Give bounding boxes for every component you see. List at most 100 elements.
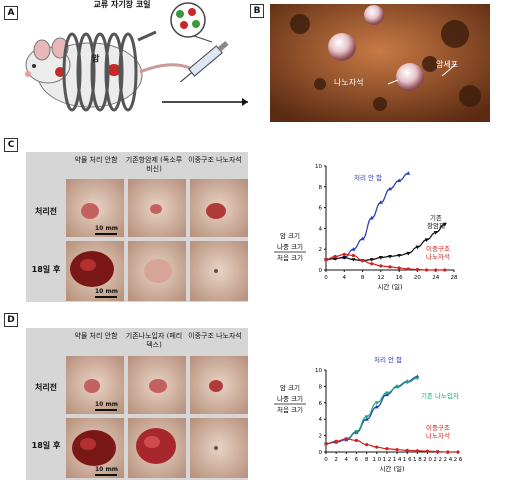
x-tick-label: 2 4 — [443, 457, 452, 463]
syringe-illustration — [170, 2, 229, 82]
data-point — [374, 401, 379, 405]
x-tick-label: 2 2 — [433, 457, 442, 463]
col-header-nanomagnet-d: 이중구조 나노자석 — [188, 332, 242, 340]
nanomagnet-cell-image — [270, 4, 490, 122]
y-axis-numerator: 나중 크기 — [277, 242, 303, 251]
data-point — [351, 253, 356, 258]
x-tick-label: 8 — [365, 457, 369, 463]
legend-conventional-drug-2: 항암제 — [427, 221, 445, 230]
y-tick-label: 6 — [319, 401, 323, 407]
scale-text-c2: 10 mm — [95, 288, 118, 295]
col-header-no-treatment: 약물 처리 안함 — [74, 156, 118, 164]
panel-a-label: A — [4, 6, 18, 20]
legend-nanomagnet-d-2: 나노자석 — [426, 431, 450, 440]
row-header-before-d: 처리전 — [34, 383, 58, 392]
y-axis-denominator: 처음 크기 — [277, 405, 303, 414]
data-point — [351, 247, 356, 251]
x-tick-label: 1 0 — [372, 457, 381, 463]
data-point — [351, 258, 356, 262]
col-header-no-treatment-d: 약물 처리 안함 — [74, 332, 118, 340]
data-point — [354, 430, 359, 434]
data-point — [415, 449, 419, 453]
data-point — [324, 442, 328, 446]
x-tick-label: 8 — [361, 275, 365, 281]
row-header-18days: 18일 후 — [31, 265, 61, 274]
data-point — [378, 256, 383, 260]
data-point — [434, 268, 438, 272]
scale-text-d1: 10 mm — [95, 401, 118, 408]
data-point — [395, 447, 399, 452]
data-point — [360, 236, 365, 241]
y-axis-numerator: 나중 크기 — [277, 394, 303, 403]
x-tick-label: 16 — [396, 275, 403, 281]
data-point — [342, 252, 346, 256]
data-point — [406, 171, 411, 175]
scale-bar-c1 — [95, 233, 117, 235]
x-tick-label: 1 2 — [383, 457, 392, 463]
data-point — [344, 437, 348, 441]
legend-conventional-drug-1: 기존 — [430, 213, 442, 222]
y-tick-label: 4 — [319, 417, 323, 423]
mouse-coil-illustration — [25, 30, 248, 112]
legend-nanomagnet-2: 나노자석 — [426, 252, 450, 261]
data-point — [388, 186, 392, 191]
data-point — [415, 376, 420, 381]
data-point — [456, 450, 460, 454]
col-header-doxorubicin: 기존항암제 (독소루비신) — [125, 156, 183, 173]
data-point — [354, 438, 359, 443]
legend-feridex: 기존 나노입자 — [421, 391, 459, 400]
data-point — [443, 268, 447, 272]
x-tick-label: 0 — [324, 457, 328, 463]
cancer-label: 암 — [92, 54, 100, 63]
data-point — [446, 450, 450, 454]
data-point — [342, 256, 347, 260]
data-point — [365, 443, 369, 447]
data-point — [388, 265, 392, 269]
legend-nanomagnet-d-1: 이중구조 — [426, 423, 450, 432]
col-header-feridex: 기존나노입자 (페리덱스) — [125, 332, 183, 349]
x-tick-label: 4 — [345, 457, 349, 463]
panel-d-label: D — [4, 313, 18, 327]
x-tick-label: 20 — [414, 275, 421, 281]
x-tick-label: 1 6 — [403, 457, 412, 463]
row-header-18days-d: 18일 후 — [31, 441, 61, 450]
data-point — [436, 449, 440, 454]
legend-no-treatment: 처리 안 함 — [354, 173, 382, 182]
y-tick-label: 10 — [315, 368, 322, 374]
y-axis-label: 암 크기 — [280, 231, 300, 240]
scale-text-d2: 10 mm — [95, 466, 118, 473]
data-point — [415, 267, 420, 272]
data-point — [384, 391, 389, 396]
y-tick-label: 10 — [315, 164, 322, 170]
data-point — [442, 222, 447, 227]
x-tick-label: 1 8 — [413, 457, 422, 463]
x-tick-label: 24 — [432, 275, 439, 281]
y-tick-label: 0 — [319, 450, 323, 456]
data-point — [397, 178, 402, 183]
data-point — [433, 231, 438, 235]
scale-bar-d1 — [95, 409, 117, 411]
x-tick-label: 28 — [451, 275, 458, 281]
y-tick-label: 2 — [319, 434, 323, 440]
col-header-nanomagnet: 이중구조 나노자석 — [188, 156, 242, 164]
nano-label: 나노자석 — [334, 78, 364, 87]
series-line-0 — [325, 375, 418, 445]
data-point — [374, 404, 379, 409]
y-tick-label: 0 — [319, 268, 323, 274]
data-point — [397, 266, 401, 270]
x-tick-label: 2 — [334, 457, 338, 463]
row-header-before: 처리전 — [34, 207, 58, 216]
data-point — [395, 385, 400, 390]
x-axis-label: 시간 (일) — [377, 282, 402, 291]
data-point — [385, 447, 389, 451]
tumor-photo-grid-d — [66, 356, 248, 478]
cancer-cell-label: 암세포 — [436, 60, 459, 69]
panel-c-label: C — [4, 138, 18, 152]
x-tick-label: 12 — [377, 275, 384, 281]
y-tick-label: 2 — [319, 247, 323, 253]
data-point — [405, 448, 409, 452]
y-axis-denominator: 처음 크기 — [277, 253, 303, 262]
scale-bar-c2 — [95, 296, 117, 298]
